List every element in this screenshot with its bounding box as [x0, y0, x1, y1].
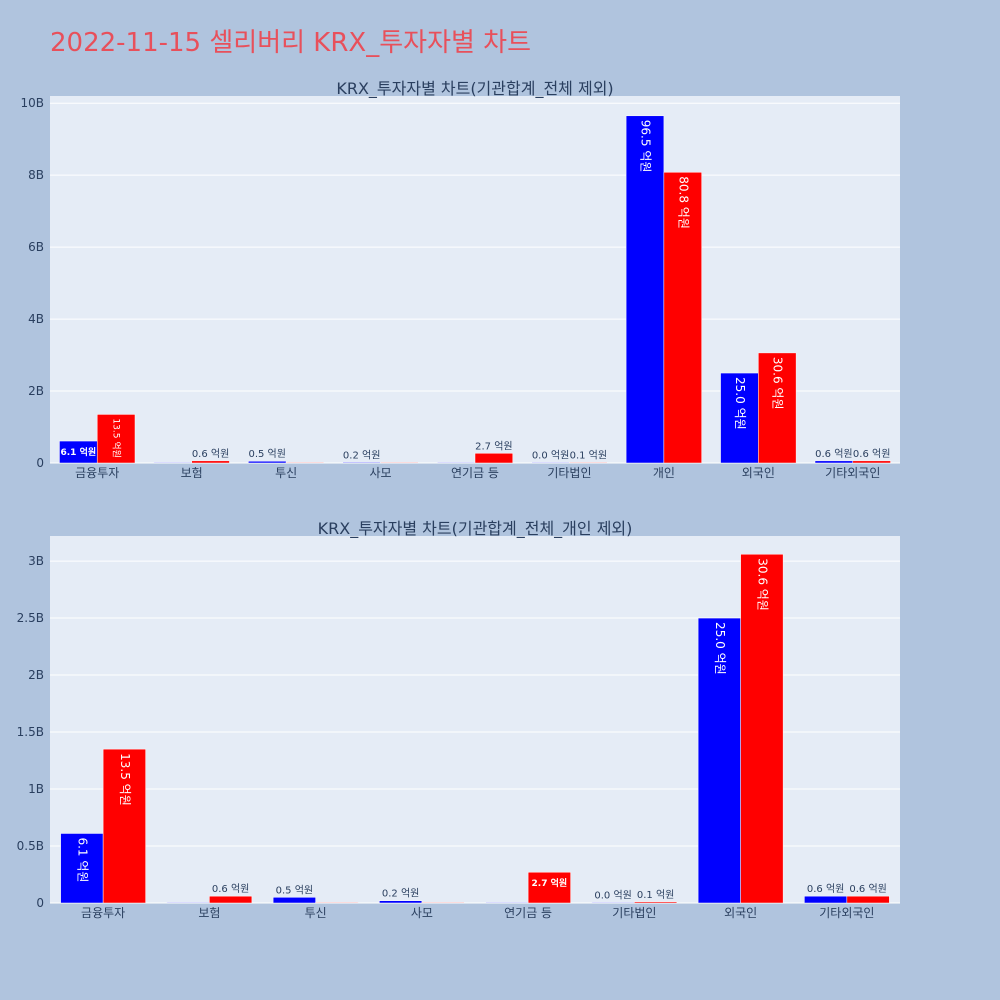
data-label: 80.8 억원: [676, 176, 690, 229]
x-tick-label: 기타법인: [547, 466, 591, 480]
bar: [846, 895, 890, 904]
x-tick-label: 사모: [370, 466, 392, 480]
bar: [569, 462, 608, 464]
data-label: 0.5 억원: [248, 448, 285, 460]
bar: [166, 902, 210, 904]
bar: [60, 833, 104, 904]
y-tick-label: 1B: [28, 782, 44, 796]
data-label: 25.0 억원: [713, 622, 727, 675]
y-tick-label: 2B: [28, 384, 44, 398]
x-tick-label: 투신: [305, 906, 327, 920]
x-tick-label: 외국인: [742, 466, 775, 480]
data-label: 0.0 억원: [594, 889, 631, 901]
bar: [209, 895, 253, 904]
data-label: 2.7 억원: [532, 877, 568, 889]
data-label: 13.5 억원: [118, 753, 132, 806]
bar: [758, 352, 797, 464]
bar: [102, 748, 146, 904]
data-label: 0.6 억원: [212, 883, 249, 895]
x-tick-label: 외국인: [724, 906, 757, 920]
bar: [474, 453, 514, 464]
data-label: 0.6 억원: [853, 448, 890, 460]
data-label: 0.5 억원: [276, 884, 313, 896]
y-tick-label: 4B: [28, 312, 44, 326]
y-tick-label: 10B: [20, 96, 44, 110]
data-label: 6.1 억원: [75, 837, 89, 882]
bar: [527, 871, 571, 904]
data-label: 0.2 억원: [382, 888, 419, 900]
y-tick-label: 2.5B: [17, 611, 44, 625]
bar: [634, 901, 678, 904]
x-tick-label: 보험: [181, 466, 203, 480]
y-tick-label: 3B: [28, 554, 44, 568]
bar: [96, 414, 136, 464]
chart-2: KRX_투자자별 차트(기관합계_전체_개인 제외) 0 0.5B 1B 1.5B 2B 2…: [17, 519, 900, 920]
x-tick-label: 기타외국인: [825, 466, 880, 480]
x-tick-label: 기타외국인: [819, 906, 874, 920]
bar: [272, 897, 316, 904]
bar: [625, 115, 665, 464]
data-label: 30.6 억원: [755, 558, 769, 611]
bar: [315, 902, 359, 904]
bar: [379, 900, 423, 904]
chart-title: KRX_투자자별 차트(기관합계_전체_개인 제외): [318, 519, 633, 539]
bar: [380, 462, 419, 464]
y-tick-label: 8B: [28, 168, 44, 182]
y-tick-label: 6B: [28, 240, 44, 254]
y-tick-label: 0.5B: [17, 839, 44, 853]
x-tick-label: 연기금 등: [451, 466, 499, 480]
bar: [663, 172, 702, 464]
bar: [485, 902, 529, 904]
page-title: 2022-11-15 셀리버리 KRX_투자자별 차트: [50, 28, 532, 58]
data-label: 0.2 억원: [343, 449, 380, 461]
data-label: 0.1 억원: [570, 449, 607, 461]
data-label: 13.5 억원: [111, 418, 123, 457]
y-tick-label: 1.5B: [17, 725, 44, 739]
x-tick-label: 기타법인: [612, 906, 656, 920]
data-label: 0.6 억원: [807, 883, 844, 895]
x-tick-label: 개인: [653, 466, 675, 480]
bar: [697, 617, 741, 904]
y-tick-label: 0: [36, 456, 44, 470]
bar: [285, 462, 325, 464]
x-tick-label: 사모: [411, 906, 433, 920]
x-tick-label: 보험: [198, 906, 220, 920]
bar: [852, 460, 891, 464]
data-label: 0.1 억원: [637, 889, 674, 901]
bar: [421, 902, 465, 904]
chart-title: KRX_투자자별 차트(기관합계_전체 제외): [336, 79, 613, 99]
chart-1: KRX_투자자별 차트(기관합계_전체 제외) 0 2B 4B 6B 8B 10B 금융투자 6…: [20, 79, 900, 480]
x-tick-label: 투신: [275, 466, 297, 480]
data-label: 0.6 억원: [815, 448, 852, 460]
data-label: 0.6 억원: [849, 883, 886, 895]
y-tick-label: 0: [36, 896, 44, 910]
data-label: 0.0 억원: [532, 449, 569, 461]
bar: [591, 902, 635, 904]
bar: [740, 553, 784, 904]
data-label: 25.0 억원: [733, 377, 747, 430]
bar: [720, 372, 759, 464]
bar: [804, 895, 848, 904]
bar: [248, 460, 287, 464]
x-tick-label: 금융투자: [81, 906, 125, 920]
data-label: 96.5 억원: [639, 120, 653, 173]
y-tick-label: 2B: [28, 668, 44, 682]
data-label: 6.1 억원: [61, 446, 97, 458]
data-label: 0.6 억원: [192, 448, 229, 460]
x-tick-label: 금융투자: [75, 466, 119, 480]
data-label: 2.7 억원: [475, 440, 512, 452]
bar: [191, 460, 230, 464]
data-label: 30.6 억원: [771, 357, 785, 410]
x-tick-label: 연기금 등: [504, 906, 552, 920]
